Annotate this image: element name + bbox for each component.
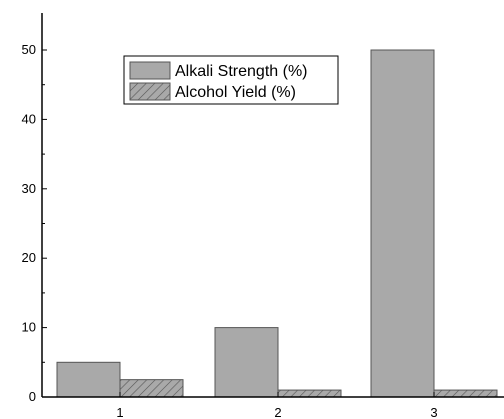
bar-alcohol-yield-1 xyxy=(119,379,184,398)
y-axis-ticks: 0 10 20 30 40 50 xyxy=(22,42,47,404)
y-tick-label: 30 xyxy=(22,181,36,196)
x-tick-label: 3 xyxy=(430,405,437,419)
legend-swatch-alcohol-yield xyxy=(129,82,171,101)
y-tick-label: 40 xyxy=(22,111,36,126)
legend-swatch-alkali-strength xyxy=(129,61,171,80)
legend-label-alcohol-yield: Alcohol Yield (%) xyxy=(175,84,296,101)
y-tick-label: 0 xyxy=(29,389,36,404)
bar-alkali-strength-3 xyxy=(370,49,435,398)
y-tick-label: 20 xyxy=(22,250,36,265)
bar-alcohol-yield-2 xyxy=(277,389,342,398)
legend: Alkali Strength (%) Alcohol Yield (%) xyxy=(123,55,339,105)
x-axis-ticks: 1 2 3 xyxy=(116,392,438,419)
bar-alcohol-yield-3 xyxy=(433,389,498,398)
x-tick-label: 2 xyxy=(274,405,281,419)
bar-alkali-strength-2 xyxy=(214,327,279,398)
y-tick-label: 10 xyxy=(22,320,36,335)
bar-alkali-strength-1 xyxy=(56,361,121,398)
y-tick-label: 50 xyxy=(22,42,36,57)
bars-layer xyxy=(56,49,498,398)
legend-label-alkali-strength: Alkali Strength (%) xyxy=(175,63,308,80)
x-tick-label: 1 xyxy=(116,405,123,419)
